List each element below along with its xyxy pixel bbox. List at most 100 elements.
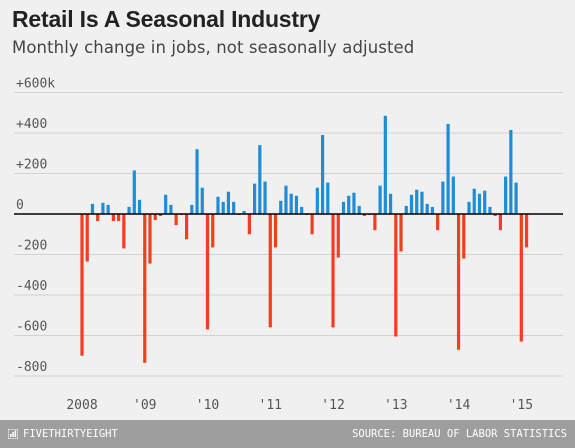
bar-2008-06	[106, 204, 110, 214]
y-tick-label: -600	[16, 320, 47, 335]
bar-2011-02	[273, 214, 278, 248]
bar-2010-05	[226, 191, 231, 214]
bar-2008-07	[111, 214, 115, 222]
x-axis-labels: 2008 '09 '10 '11 '12 '13 '14 '15	[66, 398, 533, 413]
bar-2013-03	[404, 205, 408, 214]
x-tick-label: '09	[133, 398, 156, 413]
bar-2012-07	[362, 214, 367, 217]
bar-2010-03	[216, 196, 220, 214]
y-tick-label: 0	[16, 198, 24, 213]
bar-2008-10	[127, 206, 131, 214]
gridlines	[14, 92, 563, 377]
bar-2010-02	[211, 214, 215, 248]
bar-2012-06	[357, 205, 361, 214]
bar-2010-08	[242, 210, 246, 214]
bar-2008-01	[80, 214, 84, 356]
bar-2013-04	[409, 194, 414, 214]
bar-2011-01	[268, 214, 272, 328]
bar-2012-03	[341, 201, 346, 214]
bar-2012-02	[336, 214, 340, 258]
bar-2012-11	[383, 115, 387, 214]
chart-subtitle: Monthly change in jobs, not seasonally a…	[12, 38, 415, 57]
bar-2010-06	[232, 201, 236, 214]
brand: FIVETHIRTYEIGHT	[8, 428, 118, 440]
bar-2008-08	[117, 214, 121, 222]
bar-2008-12	[137, 199, 142, 214]
bar-2014-06	[483, 190, 487, 214]
y-tick-label: +600k	[16, 77, 55, 92]
bar-2010-11	[258, 145, 262, 214]
bar-2012-05	[352, 192, 356, 214]
y-tick-label: +200	[16, 158, 47, 173]
bar-2011-11	[320, 135, 325, 214]
bar-2011-07	[300, 206, 304, 214]
bar-2009-03	[153, 214, 157, 221]
footer-bar: FIVETHIRTYEIGHT SOURCE: BUREAU OF LABOR …	[0, 420, 575, 448]
bar-2010-12	[263, 181, 267, 214]
bar-2014-12	[514, 182, 518, 214]
bar-2013-01	[394, 214, 398, 337]
bar-2009-01	[143, 214, 147, 363]
y-tick-label: -200	[16, 239, 47, 254]
x-tick-label: '14	[447, 398, 471, 413]
bar-2015-01	[519, 214, 523, 342]
x-tick-label: '10	[196, 398, 219, 413]
bar-2014-01	[456, 214, 461, 350]
source-note: SOURCE: BUREAU OF LABOR STATISTICS	[352, 428, 567, 440]
fivethirtyeight-logo-icon	[8, 429, 18, 439]
y-tick-label: -800	[16, 360, 47, 375]
brand-name: FIVETHIRTYEIGHT	[23, 428, 118, 440]
bar-2010-10	[252, 183, 257, 214]
bar-2008-04	[96, 214, 100, 222]
x-tick-label: '13	[384, 398, 407, 413]
bar-2009-04	[158, 214, 163, 217]
bar-2011-09	[310, 214, 314, 235]
y-axis-labels: +600k +400 +200 0 -200 -400 -600 -800	[16, 77, 55, 376]
bars	[80, 115, 529, 363]
bar-2008-05	[101, 202, 105, 214]
bar-2008-11	[132, 170, 136, 214]
bar-2009-09	[185, 214, 189, 240]
bar-2011-10	[315, 187, 319, 214]
bar-2010-09	[247, 214, 251, 235]
x-tick-label: 2008	[66, 398, 97, 413]
bar-2014-05	[477, 193, 482, 214]
bar-2014-03	[467, 201, 471, 214]
bar-2009-05	[164, 194, 168, 214]
bar-2015-02	[524, 214, 529, 248]
bar-2013-11	[446, 123, 450, 214]
bar-2011-04	[284, 185, 288, 214]
bar-2011-05	[289, 193, 293, 214]
bar-2010-01	[205, 214, 210, 330]
y-tick-label: -400	[16, 279, 47, 294]
bar-2014-11	[509, 129, 513, 214]
bar-2013-02	[399, 214, 403, 252]
y-tick-label: +400	[16, 117, 47, 132]
bar-2009-10	[190, 204, 194, 214]
bar-2013-10	[441, 181, 445, 214]
bar-2012-01	[331, 214, 335, 328]
bar-2013-08	[430, 206, 435, 214]
bar-2014-07	[488, 206, 492, 214]
bar-2009-11	[195, 149, 199, 214]
bar-2014-04	[472, 188, 476, 214]
bar-chart: +600k +400 +200 0 -200 -400 -600 -800 2008 '09 '1…	[14, 77, 563, 413]
bar-2014-10	[504, 176, 508, 214]
bar-2013-07	[425, 203, 429, 214]
bar-2011-06	[294, 195, 299, 214]
bar-2013-05	[415, 189, 419, 214]
bar-2014-08	[493, 214, 497, 217]
bar-2012-10	[378, 185, 382, 214]
bar-2009-06	[169, 204, 173, 214]
x-tick-label: '15	[510, 398, 533, 413]
bar-2013-09	[436, 214, 440, 231]
bar-2009-02	[148, 214, 152, 264]
x-tick-label: '12	[321, 398, 344, 413]
bar-2008-03	[90, 203, 95, 214]
bar-2012-09	[373, 214, 377, 231]
bar-2013-06	[420, 191, 424, 214]
bar-2012-04	[347, 195, 351, 214]
bar-2014-02	[462, 214, 466, 259]
bar-2011-12	[326, 182, 330, 214]
x-tick-label: '11	[259, 398, 282, 413]
